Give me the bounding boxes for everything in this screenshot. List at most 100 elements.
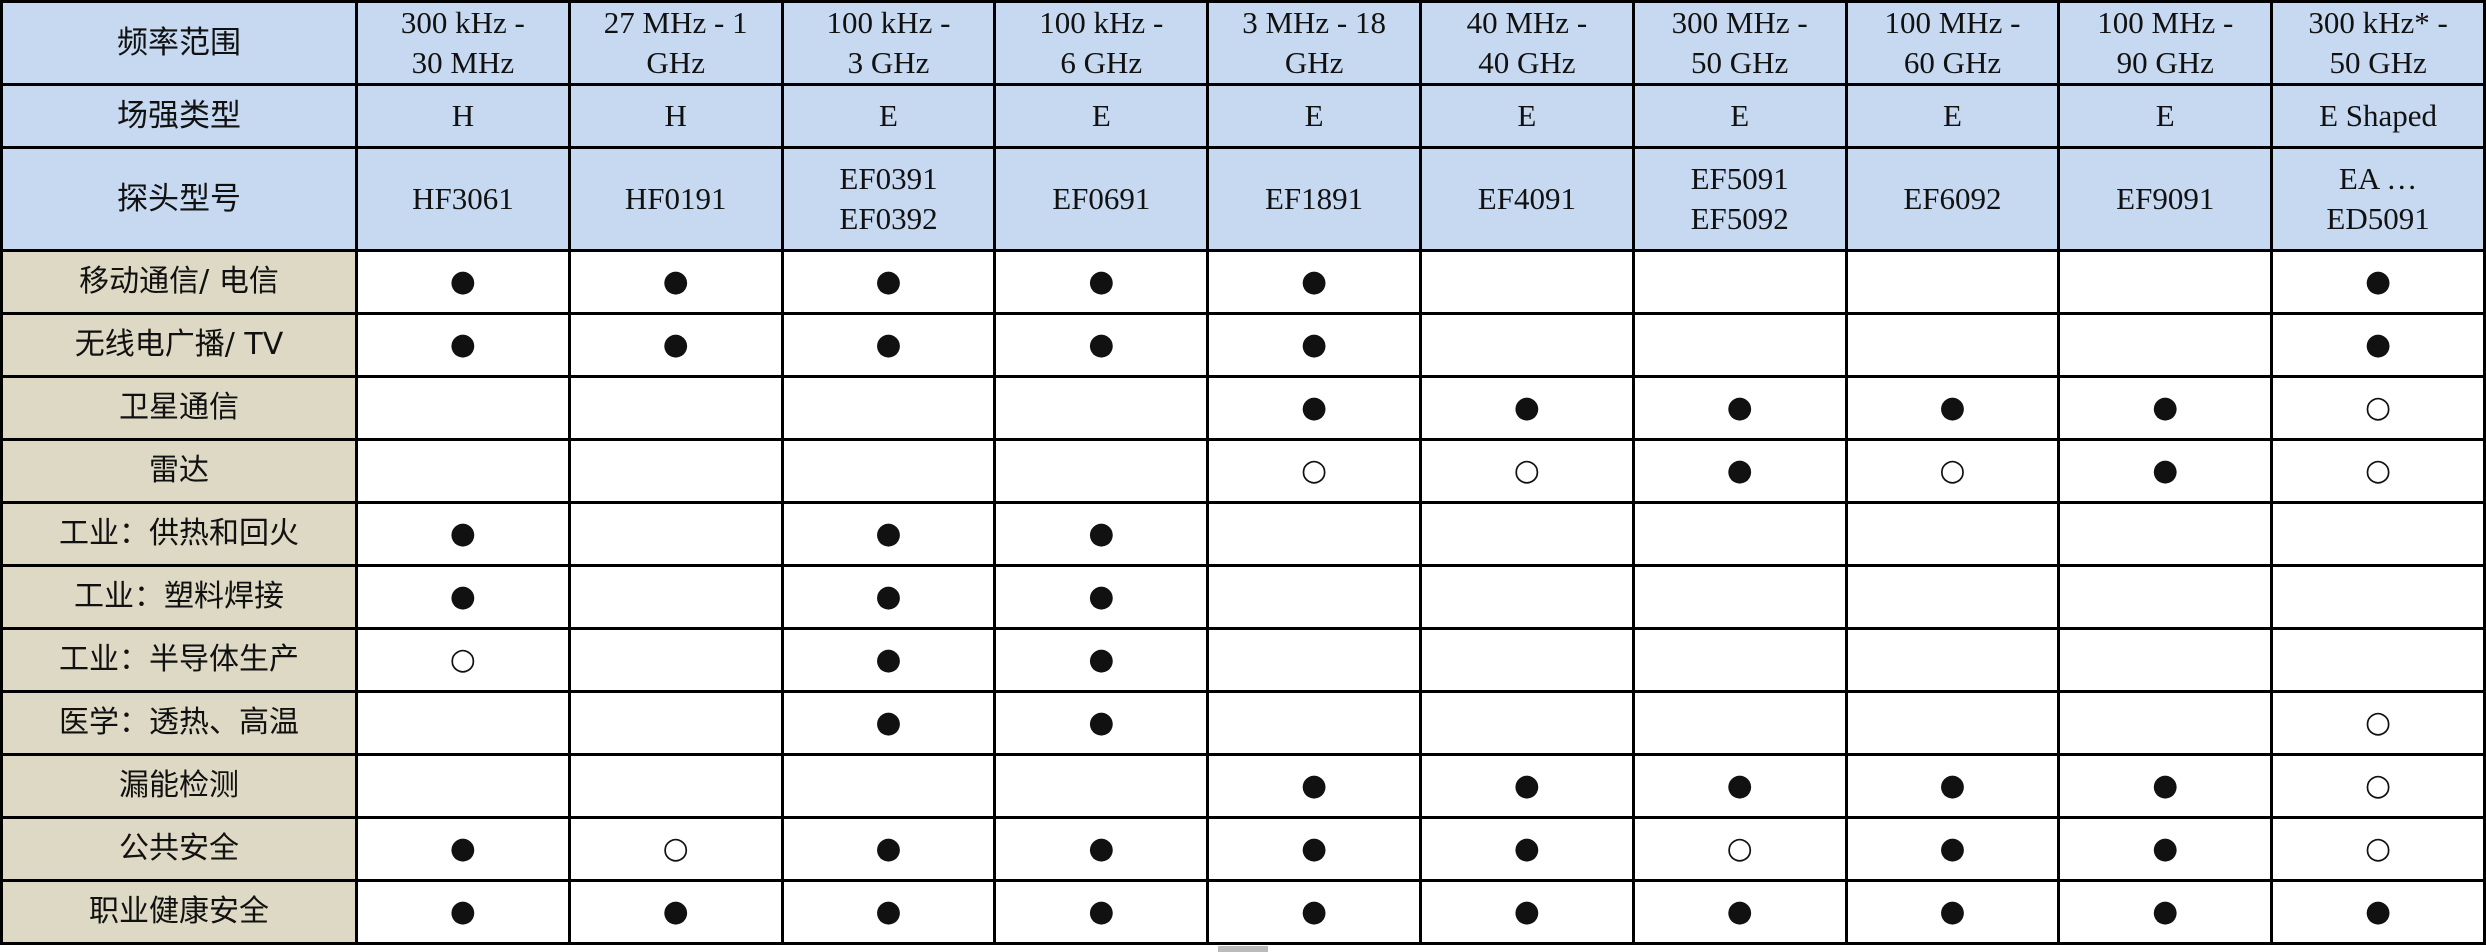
filled-circle-icon: ● — [567, 249, 784, 315]
empty-cell — [1631, 564, 1848, 630]
empty-cell — [1631, 249, 1848, 315]
frequency-range-cell: 100 MHz - 90 GHz — [2057, 0, 2274, 86]
cell-text: EF0392 — [839, 201, 938, 236]
cell-text: 300 kHz - — [400, 5, 525, 40]
filled-circle-icon: ● — [993, 690, 1210, 756]
application-label: 工业：供热和回火 — [0, 501, 358, 567]
empty-cell — [2270, 627, 2486, 693]
cell-text: 90 GHz — [2116, 45, 2214, 80]
filled-circle-icon: ● — [780, 501, 997, 567]
filled-circle-icon: ● — [780, 312, 997, 378]
empty-cell — [2057, 312, 2274, 378]
cell-text: 3 MHz - 18 — [1242, 5, 1386, 40]
filled-circle-icon: ● — [780, 564, 997, 630]
field-type-cell: E — [1844, 83, 2061, 149]
filled-circle-icon: ● — [993, 249, 1210, 315]
filled-circle-icon: ● — [355, 501, 571, 567]
cell-text: 40 MHz - — [1466, 5, 1588, 40]
empty-cell — [1631, 501, 1848, 567]
filled-circle-icon: ● — [1631, 438, 1848, 504]
field-type-cell: H — [355, 83, 571, 149]
filled-circle-icon: ● — [355, 879, 571, 945]
frequency-range-cell: 300 MHz - 50 GHz — [1631, 0, 1848, 86]
application-label: 职业健康安全 — [0, 879, 358, 945]
filled-circle-icon: ● — [1844, 375, 2061, 441]
empty-cell — [993, 753, 1210, 819]
filled-circle-icon: ● — [2270, 249, 2486, 315]
empty-cell — [2270, 564, 2486, 630]
filled-circle-icon: ● — [1418, 879, 1635, 945]
frequency-range-cell: 300 kHz - 30 MHz — [355, 0, 571, 86]
scroll-handle — [1218, 946, 1268, 952]
probe-model-row: 探头型号 HF3061 HF0191 EF0391 EF0392 EF0691 EF1891… — [0, 146, 2486, 252]
empty-cell — [1418, 627, 1635, 693]
probe-model-cell: EF0691 — [993, 146, 1210, 252]
filled-circle-icon: ● — [993, 879, 1210, 945]
cell-text: EF4091 — [1477, 181, 1576, 216]
application-label: 移动通信/ 电信 — [0, 249, 358, 315]
empty-cell — [1844, 564, 2061, 630]
open-circle-icon: ○ — [2270, 816, 2486, 882]
filled-circle-icon: ● — [1844, 816, 2061, 882]
cell-text: EF5091 — [1690, 161, 1789, 196]
empty-cell — [1206, 564, 1422, 630]
filled-circle-icon: ● — [780, 627, 997, 693]
empty-cell — [780, 753, 997, 819]
table-row: 工业：供热和回火 ● ● ● — [0, 501, 2486, 567]
table-row: 无线电广播/ TV ● ● ● ● ● ● — [0, 312, 2486, 378]
filled-circle-icon: ● — [355, 564, 571, 630]
filled-circle-icon: ● — [1631, 879, 1848, 945]
frequency-range-cell: 300 kHz* - 50 GHz — [2270, 0, 2486, 86]
empty-cell — [1844, 501, 2061, 567]
field-type-row: 场强类型 H H E E E E E E E E Shaped — [0, 83, 2486, 149]
filled-circle-icon: ● — [355, 816, 571, 882]
empty-cell — [1418, 249, 1635, 315]
cell-text: EA … — [2338, 161, 2418, 196]
probe-model-label: 探头型号 — [0, 146, 358, 252]
probe-model-cell: EF4091 — [1418, 146, 1635, 252]
empty-cell — [567, 375, 784, 441]
frequency-range-cell: 100 MHz - 60 GHz — [1844, 0, 2061, 86]
table-row: 职业健康安全 ● ● ● ● ● ● ● ● ● ● — [0, 879, 2486, 945]
field-type-cell: H — [567, 83, 784, 149]
empty-cell — [567, 753, 784, 819]
empty-cell — [1206, 690, 1422, 756]
cell-text: 100 MHz - — [2097, 5, 2234, 40]
probe-model-cell: HF0191 — [567, 146, 784, 252]
field-type-cell: E — [1418, 83, 1635, 149]
empty-cell — [1206, 627, 1422, 693]
filled-circle-icon: ● — [2270, 312, 2486, 378]
table-row: 雷达 ○ ○ ● ○ ● ○ — [0, 438, 2486, 504]
open-circle-icon: ○ — [1206, 438, 1422, 504]
application-label: 工业：塑料焊接 — [0, 564, 358, 630]
empty-cell — [1844, 312, 2061, 378]
empty-cell — [567, 501, 784, 567]
probe-model-cell: EA … ED5091 — [2270, 146, 2486, 252]
probe-model-cell: EF6092 — [1844, 146, 2061, 252]
field-type-cell: E — [1206, 83, 1422, 149]
probe-model-cell: EF9091 — [2057, 146, 2274, 252]
frequency-range-cell: 27 MHz - 1 GHz — [567, 0, 784, 86]
cell-text: 100 kHz - — [1039, 5, 1164, 40]
filled-circle-icon: ● — [993, 564, 1210, 630]
frequency-range-cell: 100 kHz - 3 GHz — [780, 0, 997, 86]
application-label: 卫星通信 — [0, 375, 358, 441]
empty-cell — [1631, 312, 1848, 378]
filled-circle-icon: ● — [1206, 879, 1422, 945]
open-circle-icon: ○ — [1844, 438, 2061, 504]
cell-text: HF3061 — [412, 181, 514, 216]
open-circle-icon: ○ — [1631, 816, 1848, 882]
application-label: 工业：半导体生产 — [0, 627, 358, 693]
filled-circle-icon: ● — [780, 249, 997, 315]
filled-circle-icon: ● — [1844, 879, 2061, 945]
filled-circle-icon: ● — [1631, 753, 1848, 819]
empty-cell — [2057, 564, 2274, 630]
filled-circle-icon: ● — [1844, 753, 2061, 819]
cell-text: GHz — [1284, 45, 1344, 80]
field-type-label: 场强类型 — [0, 83, 358, 149]
filled-circle-icon: ● — [1206, 753, 1422, 819]
empty-cell — [1418, 690, 1635, 756]
empty-cell — [1418, 564, 1635, 630]
field-type-cell: E — [1631, 83, 1848, 149]
filled-circle-icon: ● — [1206, 816, 1422, 882]
